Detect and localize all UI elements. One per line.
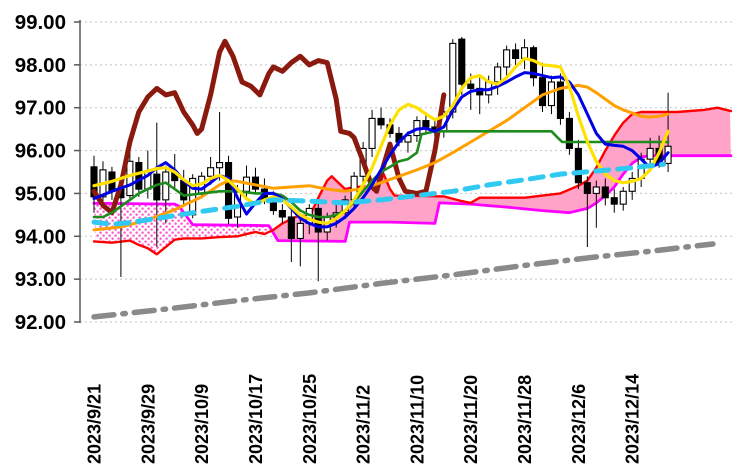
series-trend-cyan-dashed [91, 161, 667, 227]
candle-down [583, 182, 591, 194]
candle-down [287, 216, 295, 239]
candle-up [207, 167, 215, 177]
candle-up [162, 171, 170, 201]
candle-down [565, 117, 573, 149]
candle-down [458, 38, 466, 85]
x-tick-label: 2023/10/17 [246, 374, 266, 464]
x-tick-label: 2023/12/6 [569, 384, 589, 464]
candle-up [592, 186, 600, 194]
candle-down [377, 117, 385, 126]
series-kijun-green [92, 130, 670, 219]
candle-down [467, 83, 475, 89]
candle-down [610, 197, 618, 205]
candle-up [296, 222, 304, 239]
x-tick-label: 2023/10/25 [300, 374, 320, 464]
y-tick-label: 98.00 [15, 54, 66, 77]
series-senkou-a-red [92, 106, 733, 256]
y-tick-label: 96.00 [15, 140, 66, 163]
series-ma-fast-yellow [92, 56, 670, 225]
candle-up [404, 135, 412, 143]
candle-down [574, 147, 582, 184]
series-ma-fast-blue [92, 71, 670, 229]
x-tick-label: 2023/12/14 [623, 374, 643, 464]
candle-up [646, 147, 654, 160]
candle-up [628, 177, 636, 192]
x-tick-label: 2023/11/20 [461, 375, 481, 464]
x-tick-label: 2023/9/29 [138, 384, 158, 464]
y-axis-labels: 99.00 98.00 97.00 96.00 95.00 94.00 93.00 92.00 [15, 11, 66, 334]
candle-up [216, 162, 224, 169]
x-axis-labels: 2023/9/21 2023/9/29 2023/10/9 2023/10/17 202… [85, 374, 643, 464]
candle-down [601, 186, 609, 199]
y-tick-label: 93.00 [15, 268, 66, 291]
x-tick-label: 2023/11/10 [407, 375, 427, 464]
series-lagging-maroon-line [91, 38, 447, 216]
x-tick-label: 2023/9/21 [85, 384, 105, 464]
candle-down [538, 77, 547, 107]
candle-up [126, 160, 134, 197]
cloud-dots [94, 203, 271, 254]
y-tick-label: 92.00 [15, 311, 66, 334]
candle-down [556, 81, 564, 119]
x-tick-label: 2023/10/9 [192, 384, 212, 464]
candle-up [494, 66, 502, 83]
y-tick-label: 95.00 [15, 182, 66, 205]
candle-up [503, 49, 511, 68]
overlay-series [91, 38, 670, 232]
x-tick-label: 2023/11/28 [515, 375, 535, 464]
candle-down [135, 162, 143, 190]
background-series [91, 106, 733, 320]
series-baseline-gray-dashdot [91, 241, 716, 320]
candle-up [368, 117, 376, 149]
y-tick-label: 94.00 [15, 225, 66, 248]
candle-up [619, 190, 627, 205]
x-tick-label: 2023/11/2 [354, 385, 374, 464]
y-tick-label: 97.00 [15, 97, 66, 120]
y-axis [74, 20, 81, 323]
candle-down [278, 210, 286, 218]
candle-down [90, 166, 98, 198]
y-tick-label: 99.00 [15, 11, 66, 34]
candle-down [422, 120, 430, 128]
candle-down [512, 49, 520, 59]
series-senkou-b-magenta [92, 154, 733, 243]
